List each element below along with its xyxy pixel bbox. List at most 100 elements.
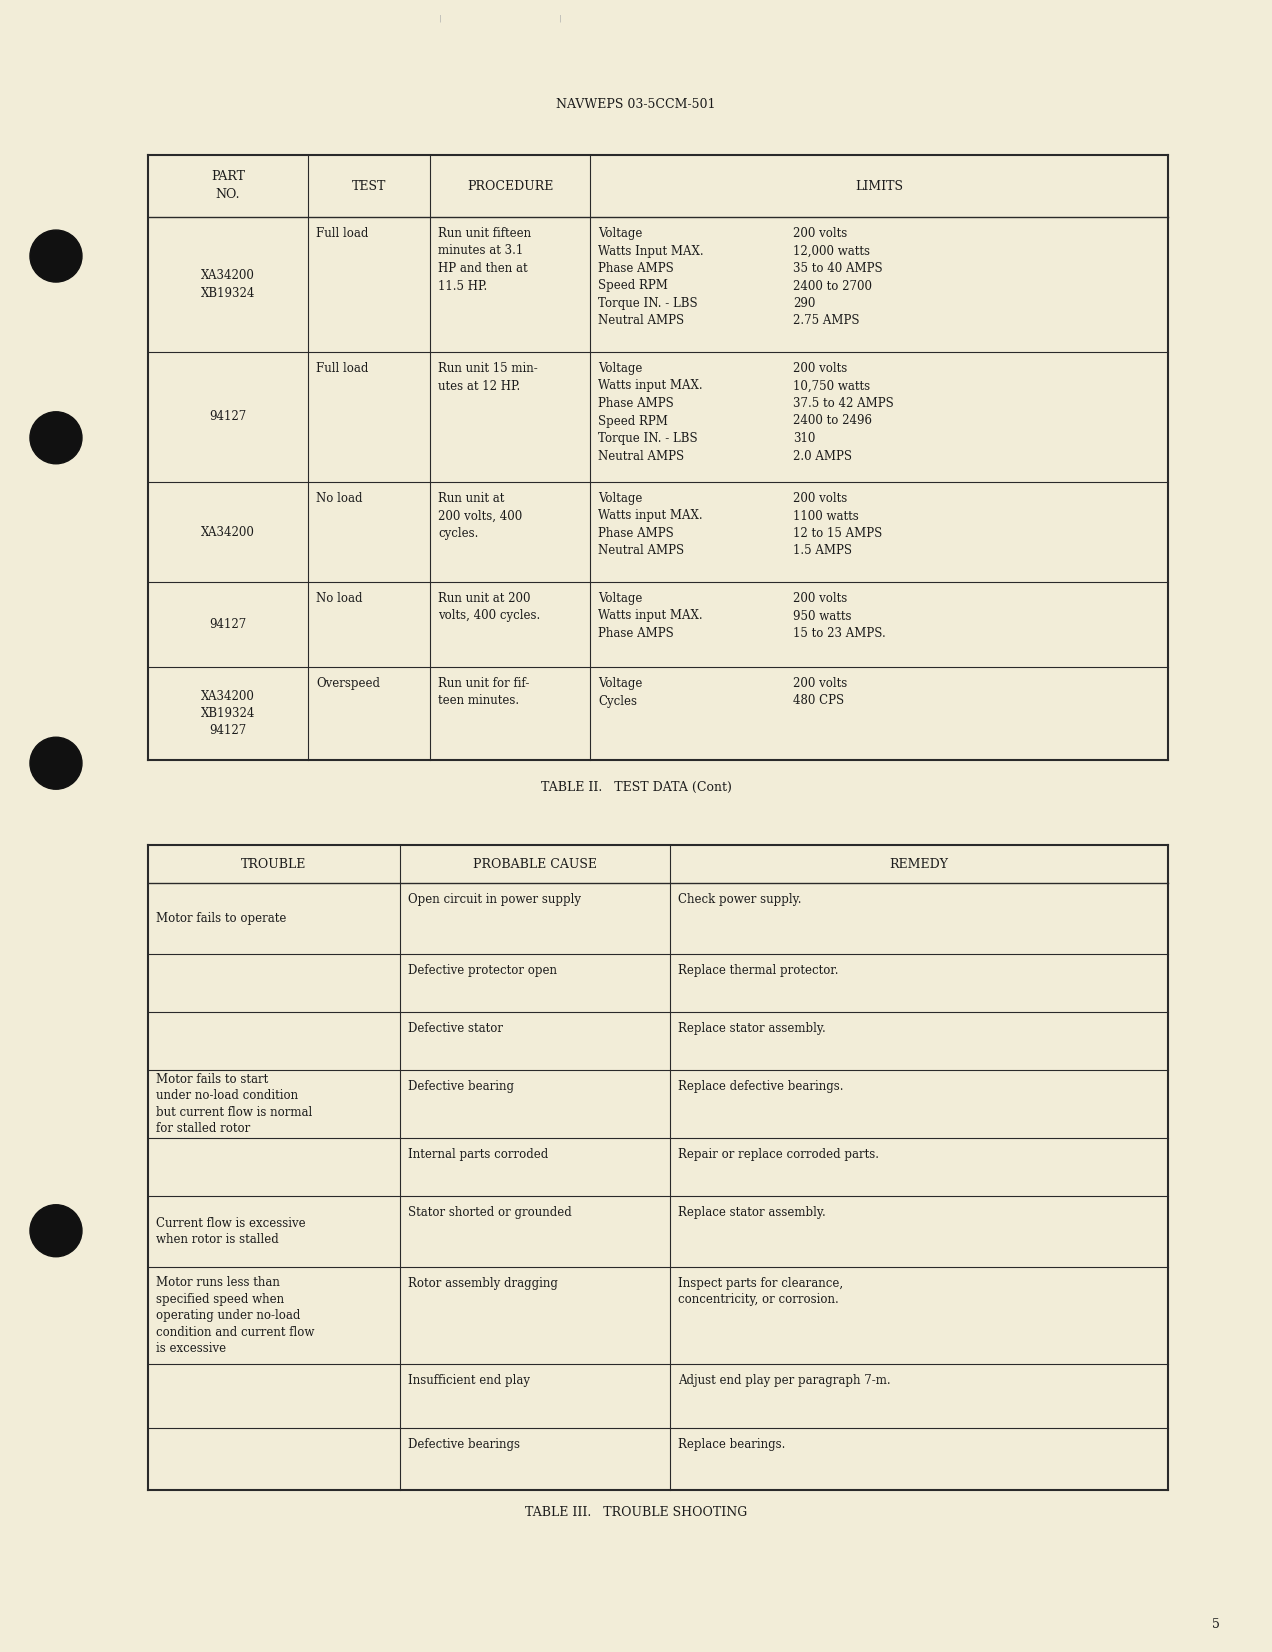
Text: 94127: 94127: [210, 618, 247, 631]
Text: NO.: NO.: [216, 188, 240, 202]
Text: Current flow is excessive: Current flow is excessive: [156, 1218, 305, 1229]
Text: Neutral AMPS: Neutral AMPS: [598, 314, 684, 327]
Text: Motor fails to operate: Motor fails to operate: [156, 912, 286, 925]
Text: Defective stator: Defective stator: [408, 1023, 502, 1036]
Circle shape: [31, 411, 81, 464]
Text: Full load: Full load: [315, 226, 369, 240]
Text: Voltage: Voltage: [598, 677, 642, 691]
Text: when rotor is stalled: when rotor is stalled: [156, 1234, 279, 1246]
Text: condition and current flow: condition and current flow: [156, 1325, 314, 1338]
Text: Repair or replace corroded parts.: Repair or replace corroded parts.: [678, 1148, 879, 1161]
Text: Phase AMPS: Phase AMPS: [598, 527, 674, 540]
Text: minutes at 3.1: minutes at 3.1: [438, 244, 523, 258]
Text: Open circuit in power supply: Open circuit in power supply: [408, 894, 581, 905]
Text: Voltage: Voltage: [598, 226, 642, 240]
Text: 1.5 AMPS: 1.5 AMPS: [792, 545, 852, 557]
Text: Torque IN. - LBS: Torque IN. - LBS: [598, 433, 697, 444]
Text: Speed RPM: Speed RPM: [598, 415, 668, 428]
Text: NAVWEPS 03-5CCM-501: NAVWEPS 03-5CCM-501: [556, 99, 716, 111]
Text: Rotor assembly dragging: Rotor assembly dragging: [408, 1277, 558, 1290]
Text: 290: 290: [792, 297, 815, 311]
Text: Cycles: Cycles: [598, 694, 637, 707]
Text: Stator shorted or grounded: Stator shorted or grounded: [408, 1206, 571, 1219]
Text: PART: PART: [211, 170, 245, 183]
Text: Phase AMPS: Phase AMPS: [598, 396, 674, 410]
Text: 12 to 15 AMPS: 12 to 15 AMPS: [792, 527, 883, 540]
Text: 2.0 AMPS: 2.0 AMPS: [792, 449, 852, 463]
Text: Overspeed: Overspeed: [315, 677, 380, 691]
Text: Voltage: Voltage: [598, 362, 642, 375]
Text: TABLE III.   TROUBLE SHOOTING: TABLE III. TROUBLE SHOOTING: [525, 1505, 747, 1518]
Text: Replace thermal protector.: Replace thermal protector.: [678, 965, 838, 976]
Text: 480 CPS: 480 CPS: [792, 694, 845, 707]
Text: |: |: [439, 13, 441, 21]
Text: 200 volts: 200 volts: [792, 362, 847, 375]
Text: TROUBLE: TROUBLE: [242, 857, 307, 871]
Text: LIMITS: LIMITS: [855, 180, 903, 193]
Text: PROCEDURE: PROCEDURE: [467, 180, 553, 193]
Text: Run unit 15 min-: Run unit 15 min-: [438, 362, 538, 375]
Text: 94127: 94127: [210, 410, 247, 423]
Text: 1100 watts: 1100 watts: [792, 509, 859, 522]
Text: No load: No load: [315, 591, 363, 605]
Text: Neutral AMPS: Neutral AMPS: [598, 545, 684, 557]
Text: Defective bearings: Defective bearings: [408, 1437, 520, 1450]
Text: is excessive: is excessive: [156, 1341, 226, 1355]
Text: TEST: TEST: [352, 180, 387, 193]
Text: Run unit for fif-: Run unit for fif-: [438, 677, 529, 691]
Text: XA34200: XA34200: [201, 689, 254, 702]
Text: XA34200: XA34200: [201, 525, 254, 539]
Text: for stalled rotor: for stalled rotor: [156, 1122, 251, 1135]
Text: No load: No load: [315, 492, 363, 506]
Text: 37.5 to 42 AMPS: 37.5 to 42 AMPS: [792, 396, 894, 410]
Text: Speed RPM: Speed RPM: [598, 279, 668, 292]
Text: Replace bearings.: Replace bearings.: [678, 1437, 785, 1450]
Text: Internal parts corroded: Internal parts corroded: [408, 1148, 548, 1161]
Text: Full load: Full load: [315, 362, 369, 375]
Text: 200 volts: 200 volts: [792, 226, 847, 240]
Text: Run unit fifteen: Run unit fifteen: [438, 226, 532, 240]
Text: specified speed when: specified speed when: [156, 1292, 284, 1305]
Text: 950 watts: 950 watts: [792, 610, 851, 623]
Text: Defective bearing: Defective bearing: [408, 1080, 514, 1094]
Text: volts, 400 cycles.: volts, 400 cycles.: [438, 610, 541, 623]
Text: utes at 12 HP.: utes at 12 HP.: [438, 380, 520, 393]
Text: Neutral AMPS: Neutral AMPS: [598, 449, 684, 463]
Text: XA34200: XA34200: [201, 269, 254, 282]
Text: Watts input MAX.: Watts input MAX.: [598, 380, 702, 393]
Text: 11.5 HP.: 11.5 HP.: [438, 279, 487, 292]
Text: Voltage: Voltage: [598, 591, 642, 605]
Text: TABLE II.   TEST DATA (Cont): TABLE II. TEST DATA (Cont): [541, 780, 731, 793]
Text: Run unit at 200: Run unit at 200: [438, 591, 530, 605]
Text: HP and then at: HP and then at: [438, 263, 528, 274]
Text: Replace defective bearings.: Replace defective bearings.: [678, 1080, 843, 1094]
Text: concentricity, or corrosion.: concentricity, or corrosion.: [678, 1294, 838, 1307]
Text: 200 volts, 400: 200 volts, 400: [438, 509, 523, 522]
Text: 200 volts: 200 volts: [792, 492, 847, 506]
Circle shape: [31, 1204, 81, 1257]
Text: 5: 5: [1212, 1617, 1220, 1631]
Text: 15 to 23 AMPS.: 15 to 23 AMPS.: [792, 628, 885, 639]
Text: 200 volts: 200 volts: [792, 677, 847, 691]
Text: 310: 310: [792, 433, 815, 444]
Text: XB19324: XB19324: [201, 707, 256, 720]
Text: Inspect parts for clearance,: Inspect parts for clearance,: [678, 1277, 843, 1290]
Text: Watts input MAX.: Watts input MAX.: [598, 509, 702, 522]
Text: Voltage: Voltage: [598, 492, 642, 506]
Text: |: |: [558, 13, 561, 21]
Text: 35 to 40 AMPS: 35 to 40 AMPS: [792, 263, 883, 274]
Text: Adjust end play per paragraph 7-m.: Adjust end play per paragraph 7-m.: [678, 1374, 890, 1388]
Text: Replace stator assembly.: Replace stator assembly.: [678, 1206, 826, 1219]
Text: PROBABLE CAUSE: PROBABLE CAUSE: [473, 857, 597, 871]
Text: 94127: 94127: [210, 725, 247, 737]
Text: operating under no-load: operating under no-load: [156, 1308, 300, 1322]
Text: Motor fails to start: Motor fails to start: [156, 1072, 268, 1085]
Text: 2.75 AMPS: 2.75 AMPS: [792, 314, 860, 327]
Text: Run unit at: Run unit at: [438, 492, 505, 506]
Text: teen minutes.: teen minutes.: [438, 694, 519, 707]
Text: Watts Input MAX.: Watts Input MAX.: [598, 244, 703, 258]
Circle shape: [31, 230, 81, 282]
Circle shape: [31, 737, 81, 790]
Text: cycles.: cycles.: [438, 527, 478, 540]
Text: Replace stator assembly.: Replace stator assembly.: [678, 1023, 826, 1036]
